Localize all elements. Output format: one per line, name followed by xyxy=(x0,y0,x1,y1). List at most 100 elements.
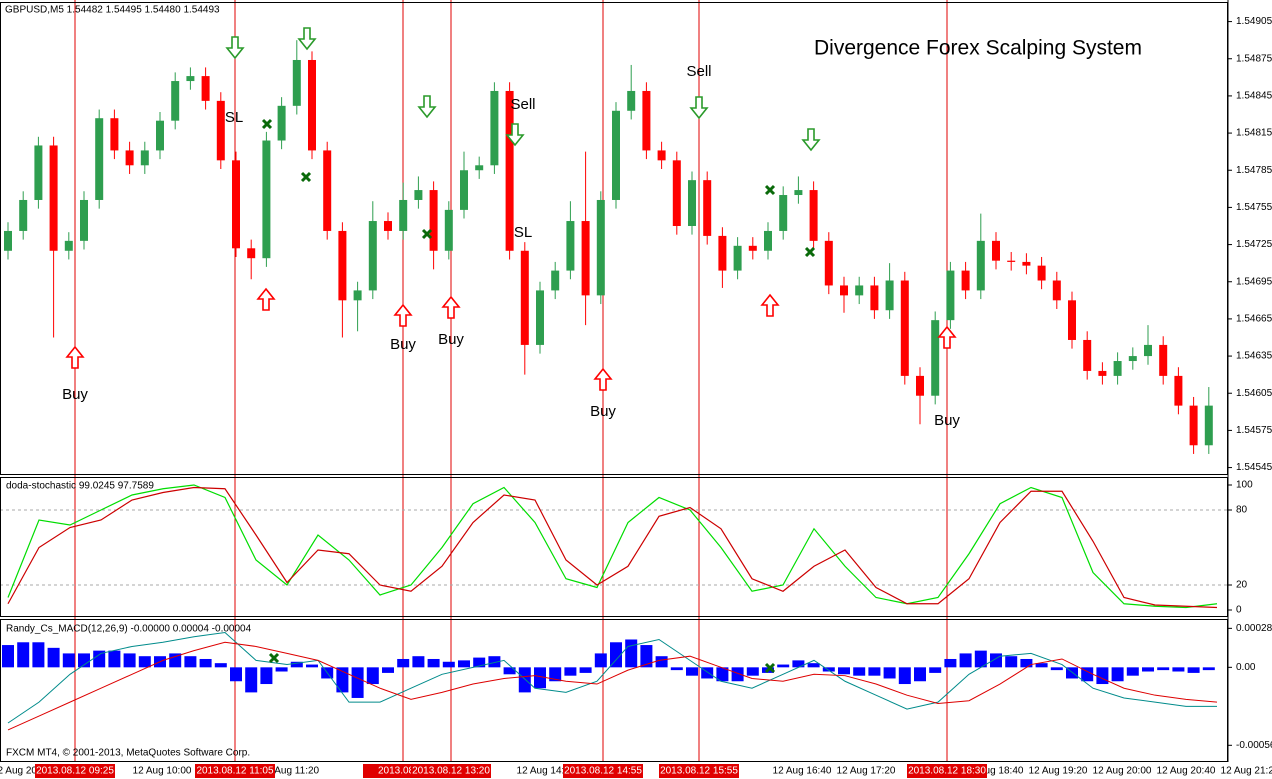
candle-body xyxy=(4,230,12,251)
histogram-bar xyxy=(473,657,486,668)
histogram-bar xyxy=(458,660,470,668)
candle-body xyxy=(992,240,1000,261)
signal-label: Sell xyxy=(510,96,535,113)
candle-body xyxy=(855,285,864,296)
symbol-info: GBPUSD,M5 1.54482 1.54495 1.54480 1.5449… xyxy=(5,5,220,16)
candle-body xyxy=(931,320,940,396)
signal-label: Buy xyxy=(62,386,88,403)
candle-body xyxy=(1128,356,1137,362)
candle-body xyxy=(581,221,590,296)
candle-body xyxy=(95,118,104,200)
buy-arrow xyxy=(937,325,957,349)
histogram-bar xyxy=(1187,667,1200,673)
y-tick-label: 0.00 xyxy=(1236,662,1256,673)
histogram-bar xyxy=(1066,667,1078,679)
y-tick-label: 1.54665 xyxy=(1236,314,1272,325)
histogram-bar xyxy=(914,667,926,682)
histogram-bar xyxy=(898,667,911,685)
signal-arrows xyxy=(65,27,957,674)
histogram-bar xyxy=(625,639,638,668)
exit-mark xyxy=(764,662,776,674)
sell-arrow xyxy=(417,95,437,119)
candle-body xyxy=(19,199,28,231)
candle-body xyxy=(916,375,924,396)
histogram-bar xyxy=(184,656,197,668)
candle-body xyxy=(460,170,468,210)
time-label: 12 Aug 16:40 xyxy=(773,766,832,777)
signal-label: Buy xyxy=(590,403,616,420)
buy-arrow xyxy=(65,345,85,369)
histogram-bar xyxy=(1157,667,1170,671)
candle-body xyxy=(125,150,134,166)
candle-body xyxy=(80,199,88,241)
signal-label: Sell xyxy=(686,63,711,80)
histogram-bar xyxy=(1172,667,1185,672)
exit-mark xyxy=(764,184,776,196)
y-tick-label: 0 xyxy=(1236,605,1242,616)
histogram-bar xyxy=(1096,667,1109,685)
time-label: 12 Aug 10:00 xyxy=(133,766,192,777)
candle-body xyxy=(627,90,636,111)
candle-body xyxy=(171,81,180,121)
time-highlight xyxy=(35,764,115,778)
candle-body xyxy=(596,199,605,296)
time-highlight-label: 2013.08.12 14:55 xyxy=(564,766,642,777)
candle-body xyxy=(764,230,772,251)
candle-body xyxy=(429,190,438,251)
candle-body xyxy=(368,221,377,291)
histogram-bar xyxy=(670,667,683,671)
candle-body xyxy=(1007,260,1016,262)
candle-body xyxy=(201,76,210,101)
histogram-bar xyxy=(746,667,759,676)
candle-body xyxy=(1022,261,1031,266)
y-tick-label: 100 xyxy=(1236,480,1253,491)
candle-body xyxy=(49,145,58,251)
candle-body xyxy=(1068,300,1076,340)
candle-body xyxy=(612,110,620,200)
candle-body xyxy=(1113,361,1122,376)
y-tick-label: 1.54695 xyxy=(1236,276,1272,287)
candle-body xyxy=(672,160,681,226)
histogram-bar xyxy=(427,658,440,668)
histogram-bar xyxy=(534,667,546,689)
candle-body xyxy=(1159,344,1168,376)
histogram-bar xyxy=(1050,667,1063,671)
histogram-bar xyxy=(518,667,531,693)
candle-body xyxy=(1083,339,1092,371)
candle-body xyxy=(399,199,408,231)
candle-body xyxy=(338,230,347,301)
y-tick-label: 1.54815 xyxy=(1236,128,1272,139)
histogram-bar xyxy=(1126,667,1139,676)
candle-body xyxy=(292,59,301,106)
histogram-bar xyxy=(230,667,242,682)
histogram-bar xyxy=(62,653,75,668)
histogram-bar xyxy=(792,660,805,668)
time-label: 12 Aug 20:40 xyxy=(1157,766,1216,777)
histogram-bar xyxy=(822,667,835,672)
time-label: 12 Aug 21:20 xyxy=(1221,766,1272,777)
histogram-bar xyxy=(214,663,227,668)
candle-body xyxy=(976,240,985,291)
histogram-bar xyxy=(959,653,972,668)
signal-label: SL xyxy=(514,224,532,241)
candle-body xyxy=(566,221,575,271)
candle-body xyxy=(1189,405,1198,446)
exit-mark xyxy=(300,171,312,183)
buy-arrow xyxy=(441,295,461,319)
histogram-bar xyxy=(883,667,896,679)
histogram-bar xyxy=(1202,667,1215,671)
histogram-bar xyxy=(594,653,607,668)
candle-body xyxy=(961,270,970,291)
candle-body xyxy=(505,90,514,251)
signal-label: SL xyxy=(225,109,243,126)
candle-body xyxy=(657,150,666,161)
time-label: 12 Aug 18:40 xyxy=(965,766,1024,777)
y-tick-label: 1.54605 xyxy=(1236,388,1272,399)
time-label: 12 Aug 14:00 xyxy=(517,766,576,777)
time-label: 12 Aug 19:20 xyxy=(1029,766,1088,777)
candle-body xyxy=(733,245,742,271)
candle-body xyxy=(216,100,225,161)
histogram-bar xyxy=(336,667,349,693)
candle-body xyxy=(262,140,271,259)
